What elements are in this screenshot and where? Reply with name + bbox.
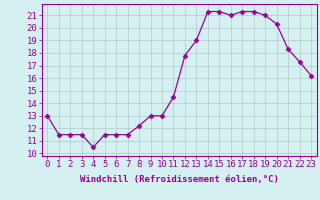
X-axis label: Windchill (Refroidissement éolien,°C): Windchill (Refroidissement éolien,°C) xyxy=(80,175,279,184)
